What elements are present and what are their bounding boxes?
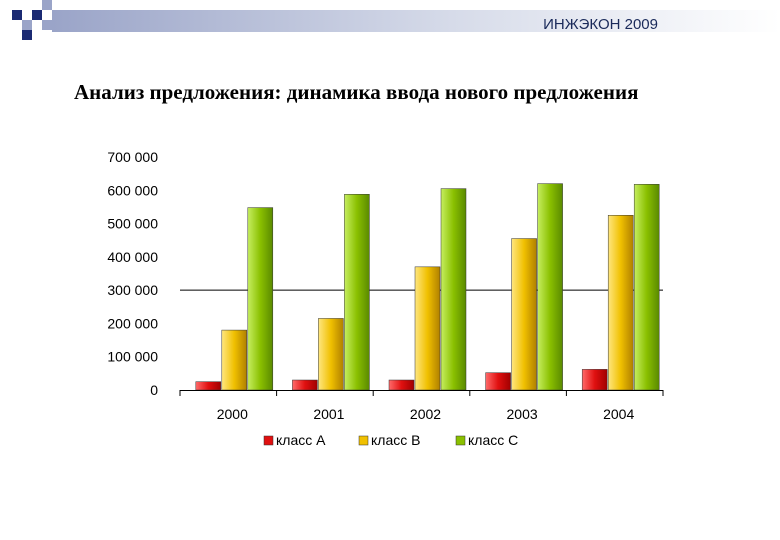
bar-2001-1 (292, 379, 318, 391)
legend-label: класс С (468, 432, 518, 448)
bar-2002-1 (388, 379, 415, 391)
bar-2004-2 (607, 215, 634, 391)
legend-swatch (455, 435, 466, 446)
bar-2003-3 (537, 183, 563, 391)
page-title: Анализ предложения: динамика ввода новог… (74, 80, 639, 104)
header-bar (12, 0, 780, 40)
bar-2000-1 (195, 381, 222, 391)
header-gradient (52, 10, 780, 32)
header-text: ИНЖЭКОН 2009 (543, 16, 658, 33)
x-category-label: 2002 (410, 406, 441, 422)
x-category-label: 2003 (507, 406, 538, 422)
bar-chart: 0 100 000 200 000 300 000 400 000 500 000 600 … (107, 149, 664, 448)
legend-swatch (263, 435, 274, 446)
x-category-label: 2000 (217, 406, 248, 422)
bar-2004-1 (581, 369, 608, 391)
y-tick-label: 100 000 (107, 349, 158, 365)
bar-2003-2 (511, 238, 537, 391)
y-tick-label: 300 000 (107, 282, 158, 298)
legend-label: класс А (276, 432, 326, 448)
bar-2002-3 (440, 188, 467, 391)
legend-swatch (358, 435, 369, 446)
y-tick-label: 200 000 (107, 315, 158, 331)
y-tick-label: 700 000 (107, 149, 158, 165)
bar-2004-3 (633, 184, 660, 391)
y-tick-label: 500 000 (107, 216, 158, 232)
y-tick-label: 600 000 (107, 182, 158, 198)
x-category-label: 2004 (603, 406, 634, 422)
bar-2002-2 (414, 266, 441, 391)
y-tick-label: 0 (150, 382, 158, 398)
legend-label: класс В (371, 432, 420, 448)
bar-2001-3 (344, 194, 370, 391)
logo-squares-icon (12, 0, 52, 40)
x-category-label: 2001 (313, 406, 344, 422)
bar-2000-3 (247, 207, 274, 391)
bar-2001-2 (318, 318, 344, 391)
y-tick-label: 400 000 (107, 249, 158, 265)
bar-2000-2 (221, 329, 248, 391)
bar-2003-1 (485, 372, 511, 391)
